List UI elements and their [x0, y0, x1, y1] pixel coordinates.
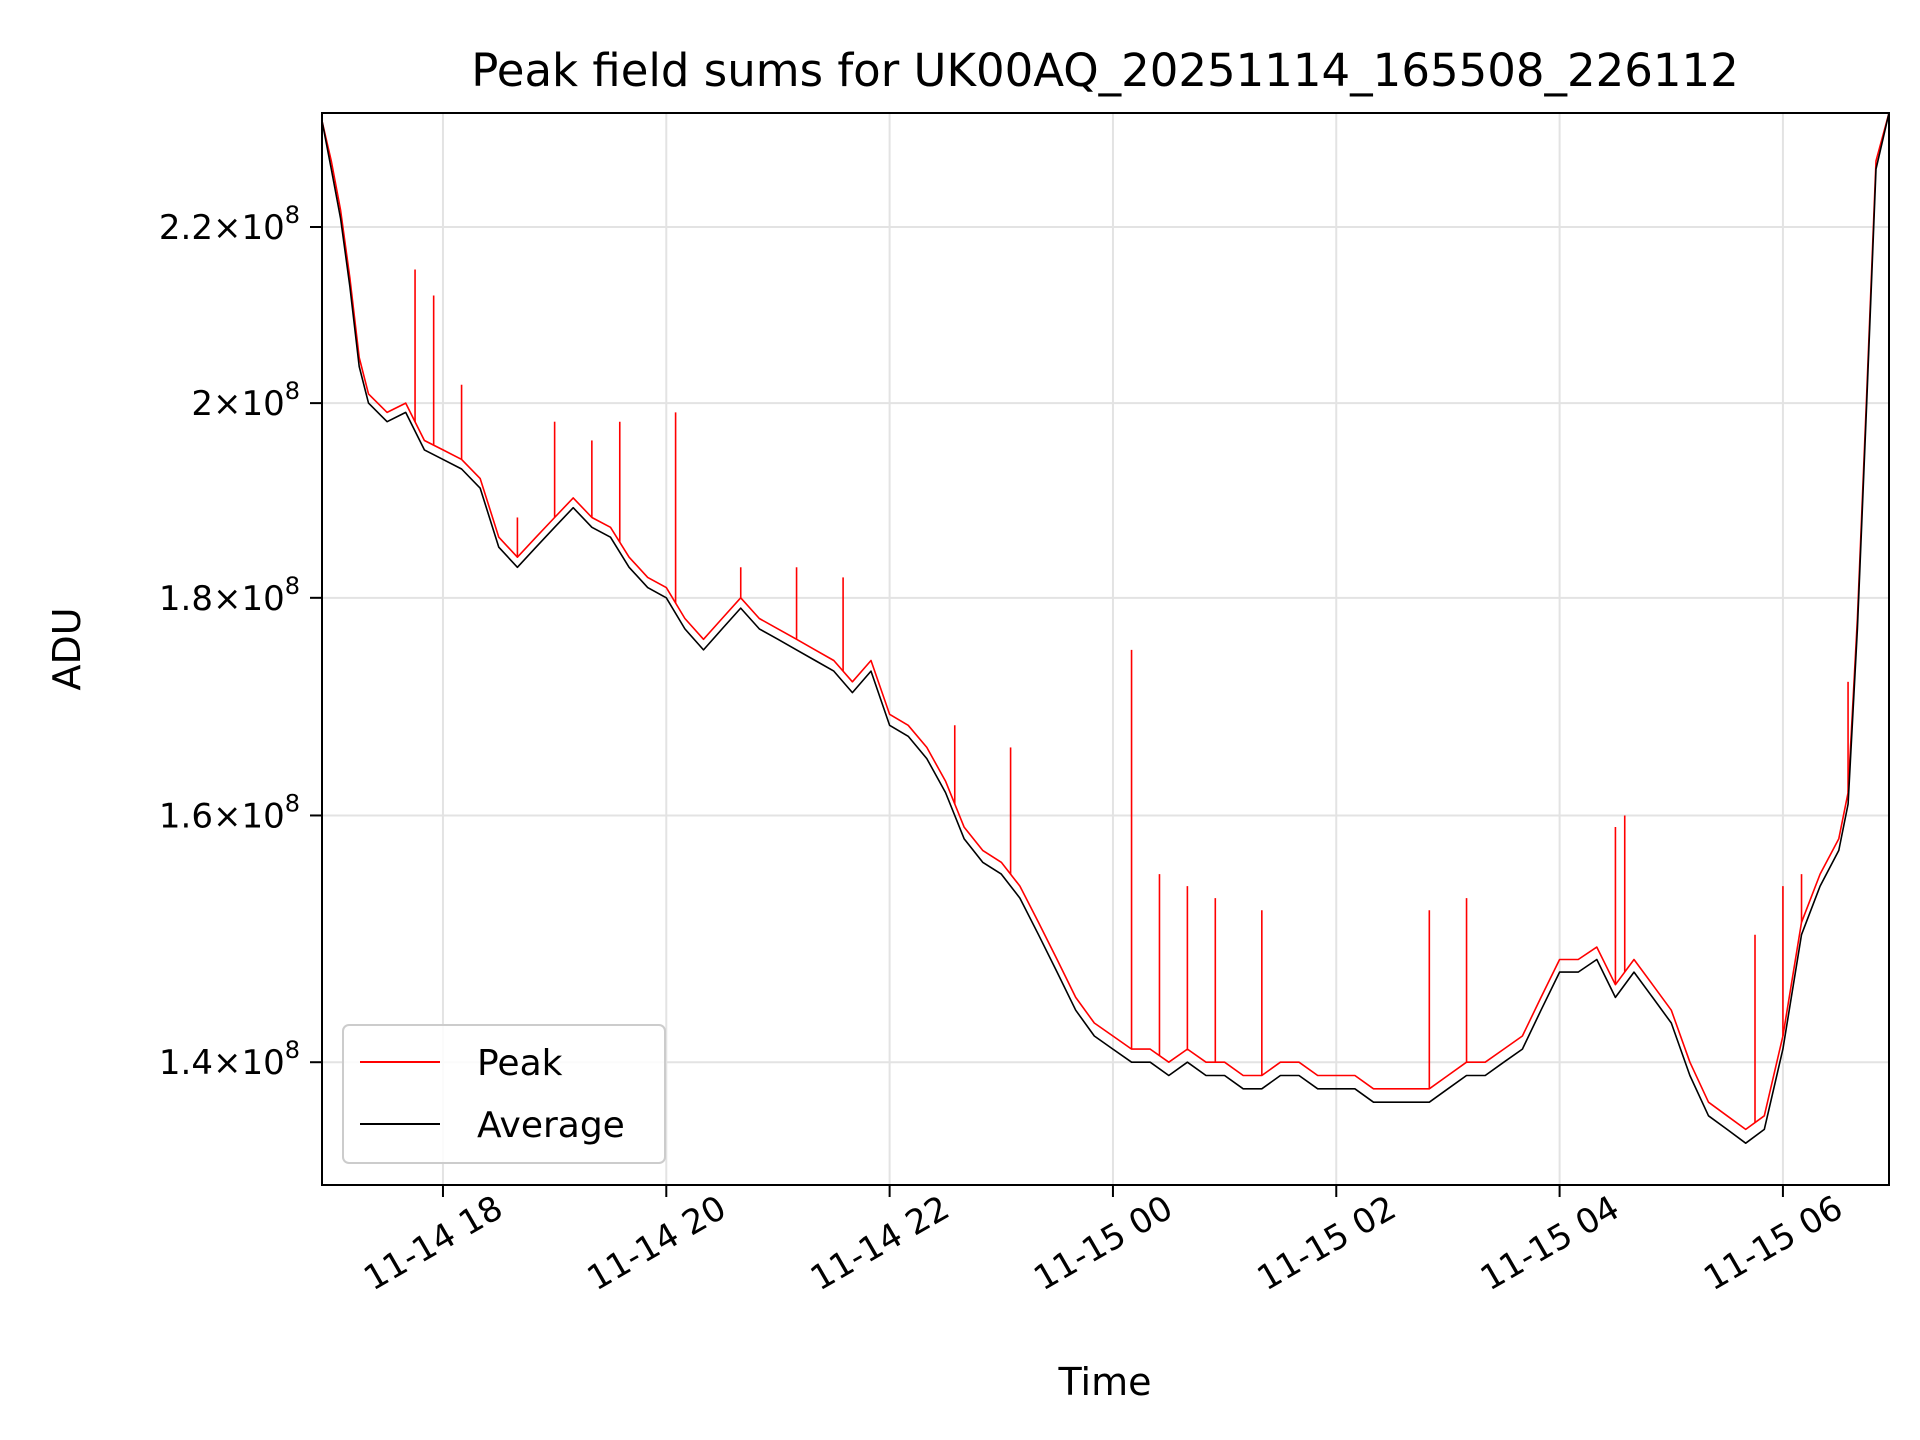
y-tick-mantissa: 2.2 — [159, 208, 213, 248]
y-tick-label: 1.8×108 — [159, 572, 300, 619]
legend-label-peak: Peak — [477, 1043, 563, 1084]
y-tick-base: ×10 — [213, 796, 285, 836]
y-tick-exponent: 8 — [285, 377, 300, 405]
y-tick-label: 1.6×108 — [159, 789, 300, 836]
y-tick-base: ×10 — [213, 208, 285, 248]
legend-box — [342, 1024, 666, 1164]
y-tick-base: ×10 — [213, 384, 285, 424]
series-peak — [321, 112, 1890, 1131]
legend-label-average: Average — [477, 1105, 625, 1146]
series-average — [321, 112, 1890, 1144]
series-line-average — [321, 112, 1890, 1144]
y-tick-base: ×10 — [213, 579, 285, 619]
y-tick-label: 1.4×108 — [159, 1036, 300, 1083]
y-axis-label: ADU — [45, 607, 89, 690]
y-tick-exponent: 8 — [285, 572, 300, 600]
y-tick-mantissa: 1.8 — [159, 579, 213, 619]
y-tick-exponent: 8 — [285, 789, 300, 817]
y-tick-label: 2.2×108 — [159, 201, 300, 248]
y-tick-mantissa: 1.4 — [159, 1043, 213, 1083]
series-layer — [321, 112, 1890, 1144]
y-tick-base: ×10 — [213, 1043, 285, 1083]
plot-area-frame — [321, 112, 1890, 1186]
y-tick-label: 2×108 — [191, 377, 300, 424]
chart-title: Peak field sums for UK00AQ_20251114_1655… — [471, 44, 1739, 97]
y-tick-exponent: 8 — [285, 1036, 300, 1064]
legend: Peak Average — [342, 1024, 666, 1164]
series-line-peak — [321, 112, 1890, 1131]
y-tick-exponent: 8 — [285, 201, 300, 229]
y-tick-mantissa: 1.6 — [159, 796, 213, 836]
x-axis-label: Time — [1058, 1360, 1152, 1404]
y-tick-mantissa: 2 — [191, 384, 213, 424]
